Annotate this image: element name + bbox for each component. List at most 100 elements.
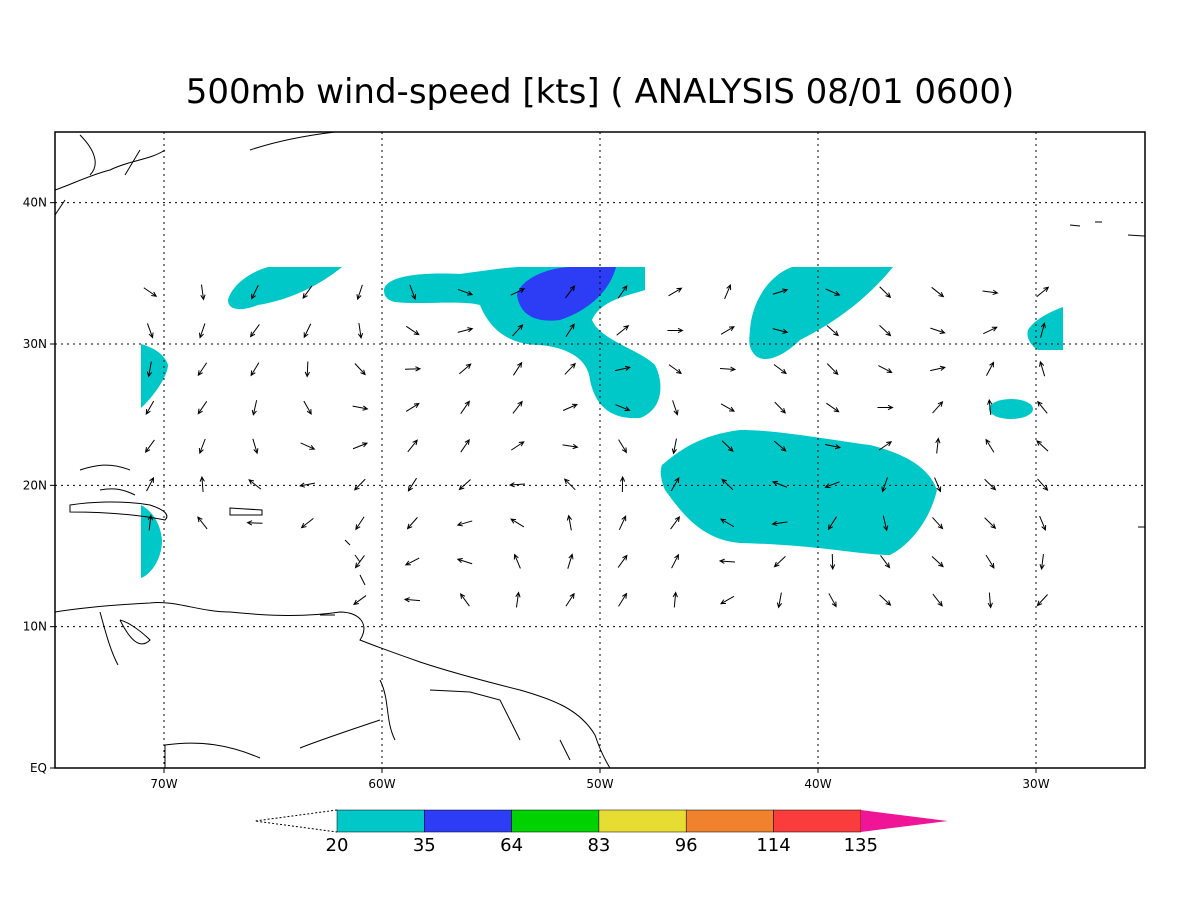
- colorbar-label: 35: [413, 835, 436, 856]
- wind-arrow: [404, 366, 422, 372]
- wind-arrow: [986, 361, 995, 376]
- contour-fill: [517, 267, 616, 321]
- wind-vectors: [143, 284, 1050, 609]
- wind-arrow: [932, 517, 944, 530]
- wind-arrow: [934, 477, 942, 493]
- wind-arrow: [617, 284, 628, 299]
- wind-arrow: [879, 594, 892, 606]
- wind-arrow: [1036, 286, 1050, 298]
- wind-arrow: [460, 438, 470, 453]
- wind-arrow: [355, 516, 365, 531]
- wind-arrow: [826, 363, 839, 376]
- wind-arrow: [983, 326, 998, 335]
- axes: 70W 60W 50W 40W 30W 40N 30N 20N 10N EQ: [23, 131, 1146, 791]
- wind-arrow: [615, 365, 631, 372]
- wind-arrow: [407, 439, 418, 453]
- x-tick-label: 40W: [804, 777, 831, 791]
- contour-fill: [749, 267, 893, 360]
- wind-arrow: [352, 442, 369, 450]
- wind-arrow: [827, 516, 837, 531]
- coastline: [54, 602, 611, 769]
- wind-arrow: [667, 327, 684, 334]
- wind-arrow: [409, 284, 417, 301]
- wind-arrow: [146, 323, 154, 339]
- wind-arrow: [246, 520, 263, 526]
- wind-arrow: [354, 363, 366, 376]
- wind-arrow: [512, 324, 524, 337]
- wind-arrow: [987, 398, 993, 416]
- contour-fill: [989, 399, 1033, 419]
- wind-arrow: [720, 403, 736, 412]
- wind-arrow: [356, 284, 363, 301]
- colorbar-label: 20: [326, 835, 349, 856]
- wind-arrow: [619, 475, 626, 493]
- wind-arrow: [984, 517, 997, 530]
- wind-arrow: [512, 400, 523, 414]
- wind-arrow: [671, 553, 679, 569]
- wind-arrow: [987, 592, 993, 609]
- x-tick-label: 60W: [368, 777, 395, 791]
- wind-arrow: [251, 400, 258, 416]
- wind-arrow: [774, 401, 787, 414]
- wind-arrow: [721, 440, 734, 453]
- wind-arrow: [197, 401, 208, 415]
- wind-arrow: [458, 479, 471, 491]
- wind-arrow: [771, 520, 788, 527]
- wind-arrow: [456, 520, 473, 527]
- wind-arrow: [672, 591, 678, 608]
- wind-arrow: [508, 482, 526, 488]
- wind-arrow: [147, 514, 153, 531]
- wind-arrow: [1037, 478, 1049, 491]
- wind-arrow: [457, 288, 474, 296]
- wind-arrow: [354, 555, 365, 569]
- x-tick-label: 30W: [1022, 777, 1049, 791]
- wind-arrow: [198, 323, 206, 339]
- wind-arrow: [930, 365, 946, 372]
- wind-arrow: [457, 327, 474, 333]
- wind-arrow: [826, 402, 840, 413]
- colorbar-segment: [511, 809, 600, 833]
- contour-fill: [228, 267, 342, 310]
- wind-arrow: [304, 361, 310, 378]
- wind-arrow: [720, 518, 735, 528]
- wind-arrow: [562, 403, 578, 411]
- wind-arrow: [513, 553, 521, 569]
- colorbar-segment: [336, 809, 425, 833]
- wind-arrow: [510, 441, 525, 451]
- wind-contours: [141, 267, 1063, 578]
- wind-arrow: [720, 326, 735, 335]
- wind-arrow: [615, 404, 631, 412]
- wind-arrow: [930, 327, 946, 335]
- wind-arrow: [877, 404, 894, 411]
- wind-arrow: [618, 515, 627, 531]
- wind-arrow: [932, 593, 943, 607]
- wind-arrow: [1039, 515, 1047, 531]
- contour-fill: [141, 505, 162, 578]
- wind-arrow: [880, 555, 891, 569]
- wind-arrow: [200, 284, 206, 301]
- colorbar-segment: [598, 809, 687, 833]
- wind-arrow: [670, 515, 681, 530]
- wind-arrow: [985, 554, 995, 569]
- wind-arrow: [565, 323, 575, 338]
- wind-arrow: [248, 479, 262, 490]
- wind-arrow: [1039, 553, 1045, 571]
- contour-fill: [660, 430, 937, 555]
- colorbar-label: 135: [844, 835, 878, 856]
- coastlines: [54, 131, 1146, 769]
- wind-arrow: [826, 325, 839, 337]
- colorbar-label: 114: [756, 835, 790, 856]
- wind-arrow: [353, 595, 367, 606]
- wind-arrow: [1037, 400, 1048, 414]
- wind-arrow: [1036, 594, 1048, 607]
- wind-arrow: [718, 558, 736, 564]
- wind-arrow: [404, 557, 420, 566]
- wind-arrow: [1040, 322, 1046, 338]
- coastline: [69, 464, 263, 521]
- wind-arrow: [982, 289, 999, 296]
- wind-arrow: [357, 323, 364, 340]
- wind-arrow: [720, 595, 735, 605]
- wind-arrow: [249, 324, 260, 338]
- colorbar-under-triangle: [254, 809, 338, 833]
- wind-arrow: [252, 438, 259, 455]
